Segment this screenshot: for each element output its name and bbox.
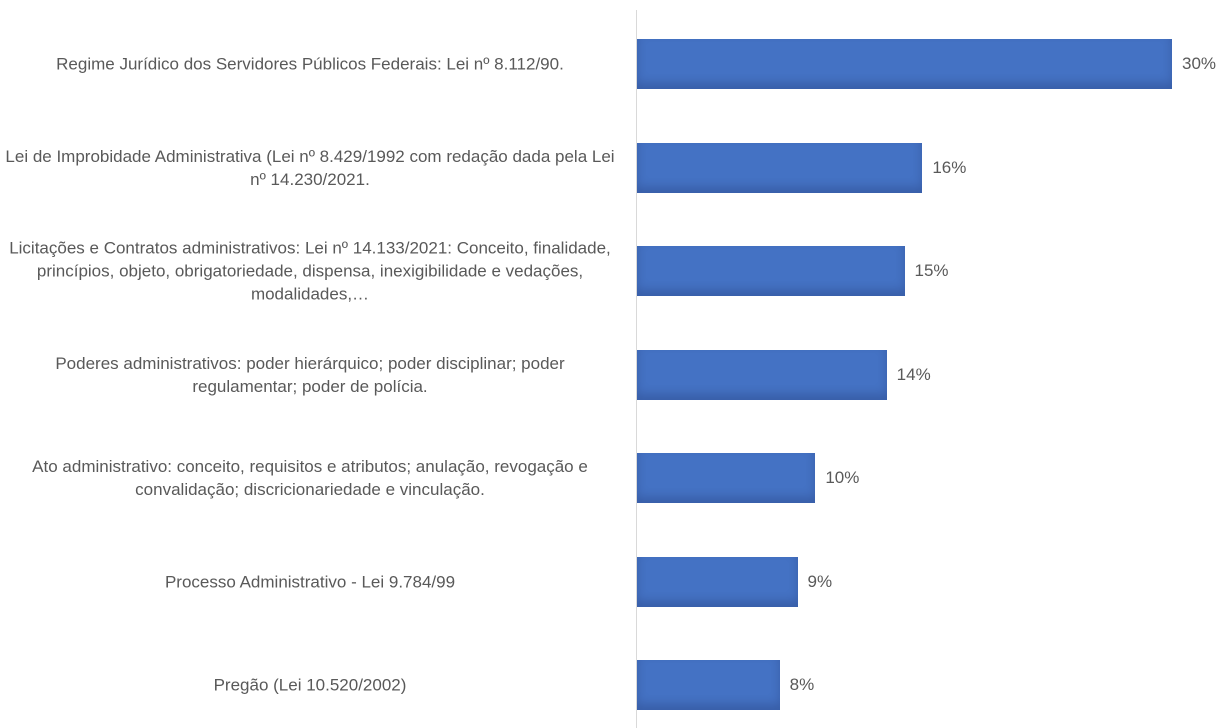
data-label: 15% [914,261,949,280]
category-label: Lei de Improbidade Administrativa (Lei n… [5,146,615,189]
bar [637,556,798,607]
data-label: 30% [1182,54,1217,73]
category-label: Ato administrativo: conceito, requisitos… [32,457,588,499]
category-label: Pregão (Lei 10.520/2002) [213,675,407,695]
category-label: Licitações e Contratos administrativos: … [9,238,611,304]
category-label: Regime Jurídico dos Servidores Públicos … [56,54,564,74]
category-axis [636,10,637,728]
bar [637,660,780,710]
data-label: 9% [807,571,833,591]
data-label: 14% [896,364,931,384]
data-label: 16% [932,157,967,177]
data-label: 10% [825,468,860,487]
data-label: 8% [789,675,815,694]
category-label: Poderes administrativos: poder hierárqui… [55,353,565,396]
bar [637,349,887,400]
category-label: Processo Administrativo - Lei 9.784/99 [164,572,456,591]
bar [637,453,816,503]
bar [637,142,923,193]
bar [637,39,1172,89]
bar [637,246,905,296]
